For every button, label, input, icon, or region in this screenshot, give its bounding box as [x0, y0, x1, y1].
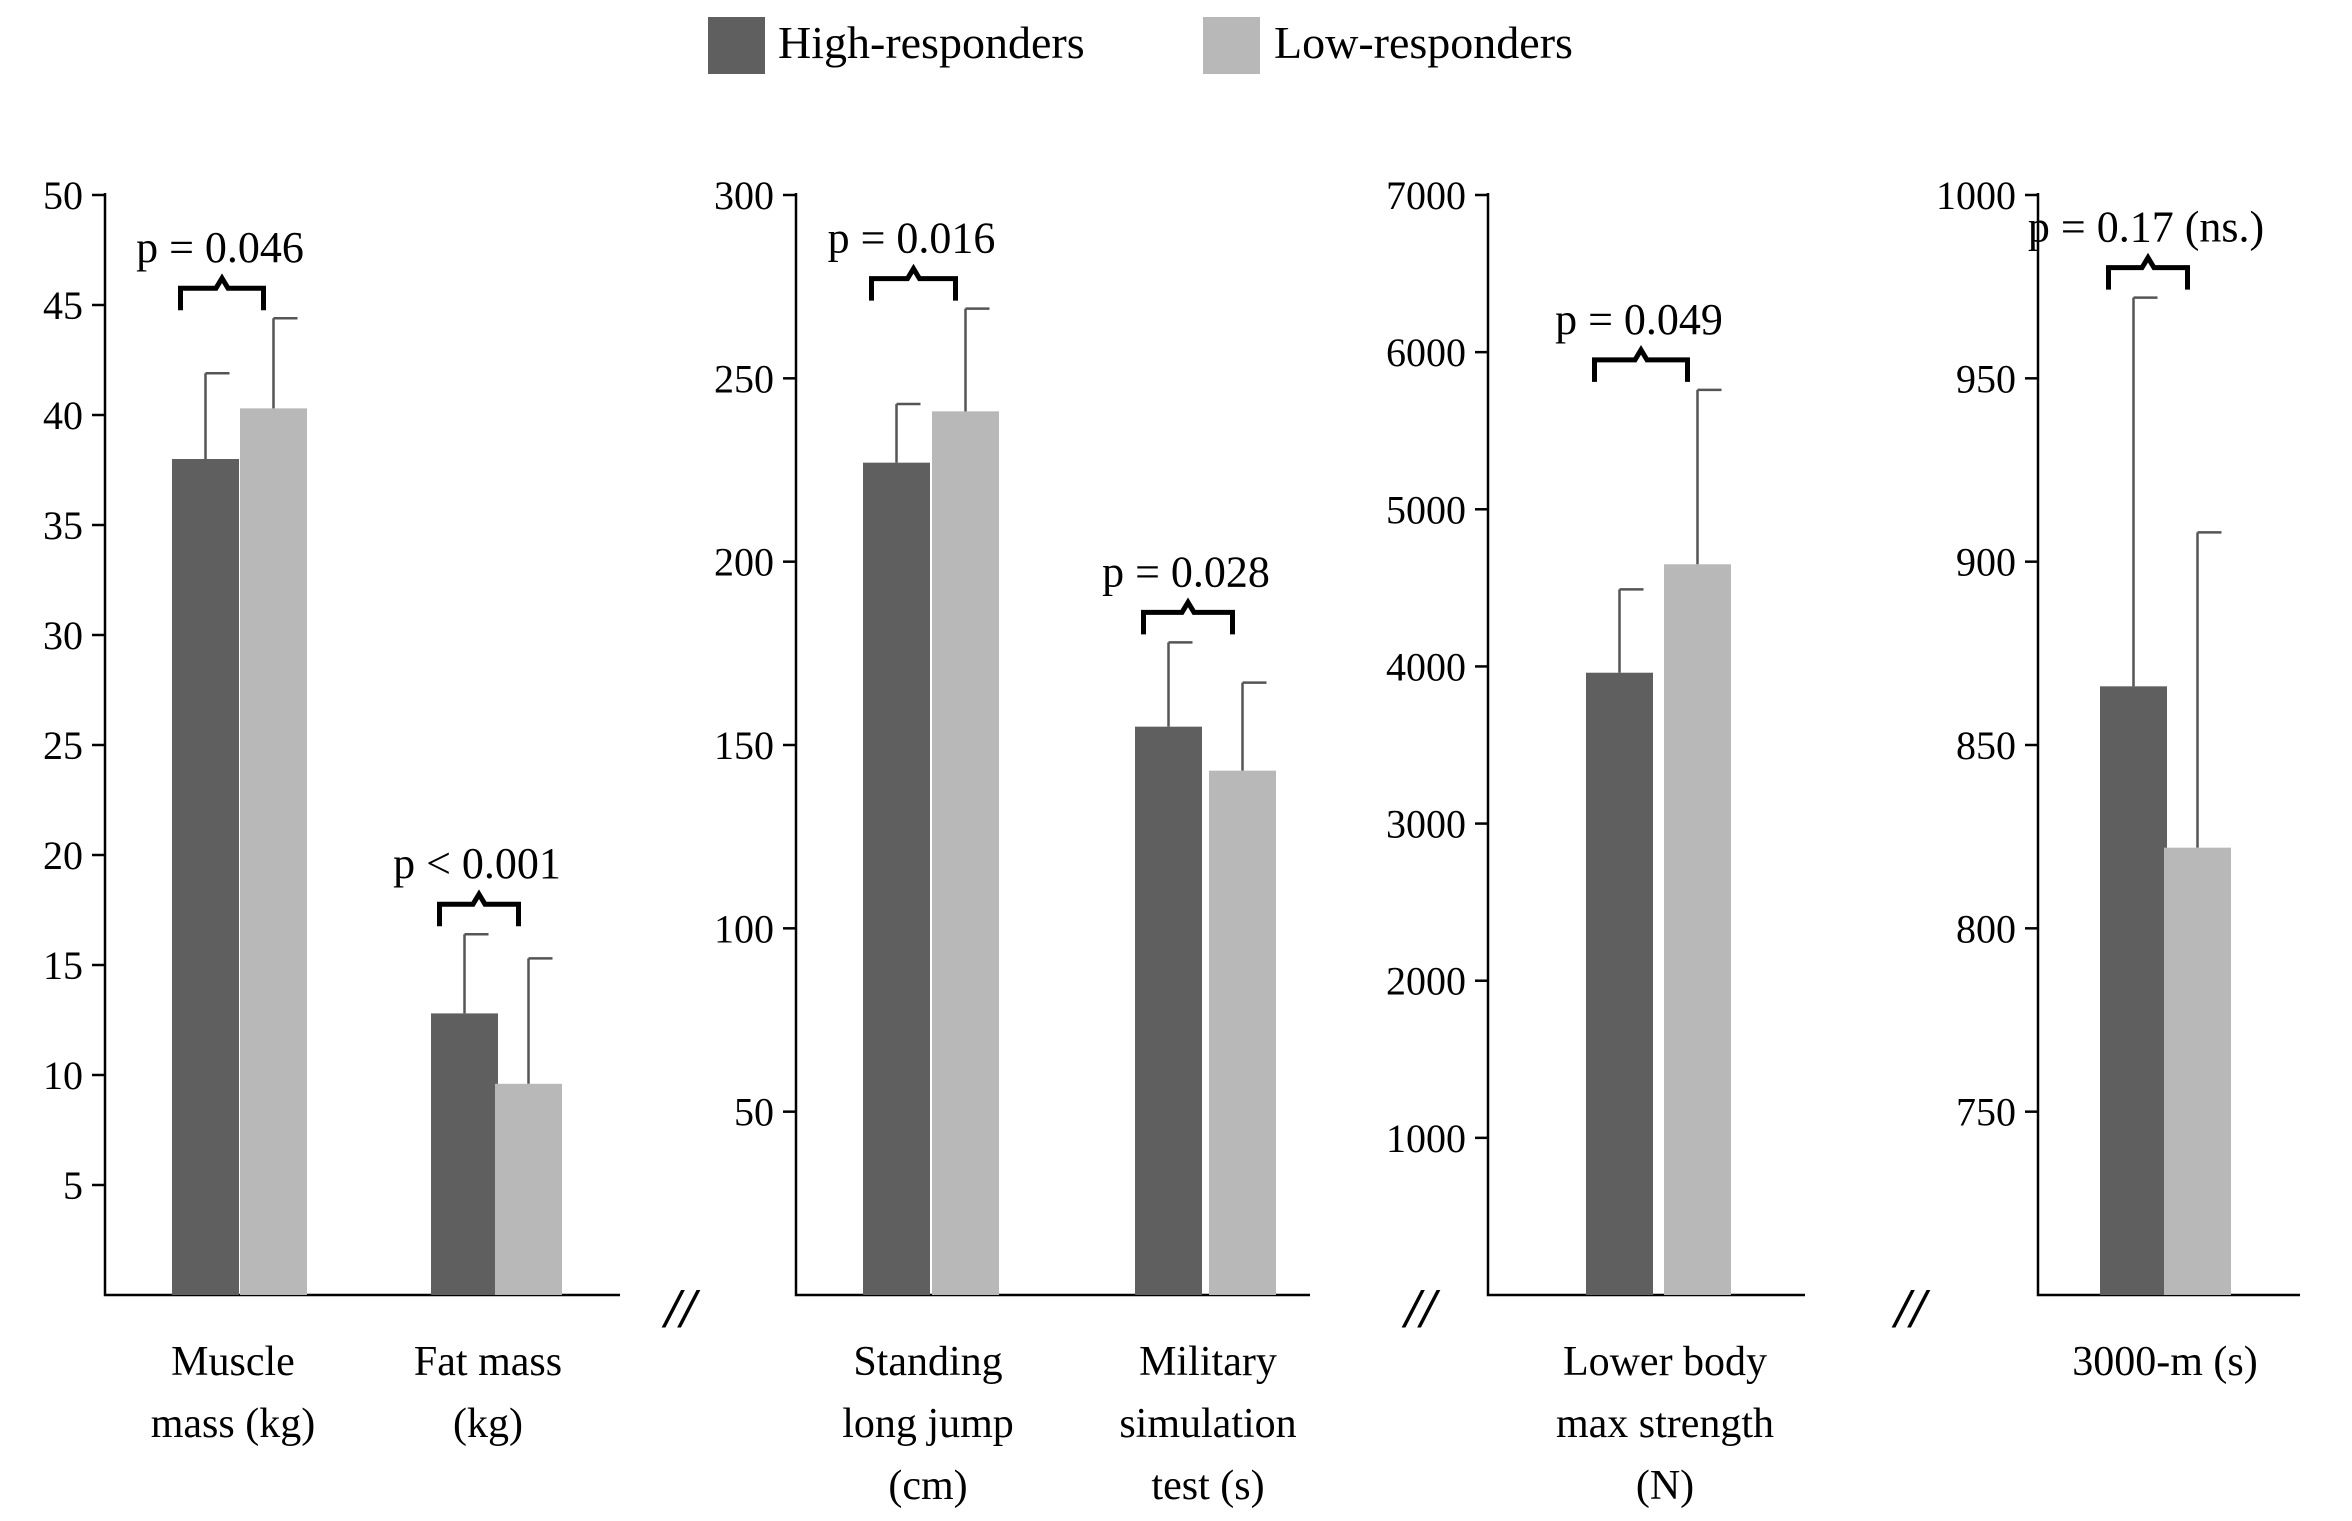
y-tick-label: 15: [43, 943, 83, 988]
y-tick-label: 20: [43, 833, 83, 878]
y-tick-label: 7000: [1386, 173, 1466, 218]
y-tick-label: 4000: [1386, 644, 1466, 689]
y-tick-label: 2000: [1386, 959, 1466, 1004]
p-value-label: p = 0.028: [1102, 547, 1270, 596]
significance-bracket: [2106, 252, 2190, 290]
y-tick-label: 35: [43, 503, 83, 548]
x-category-label-line: Fat mass: [414, 1339, 562, 1385]
bar-high-responders-muscle-mass-kg: [172, 459, 239, 1295]
y-tick-label: 45: [43, 283, 83, 328]
x-category-label-line: 3000-m (s): [2072, 1339, 2257, 1385]
y-tick-label: 800: [1956, 906, 2016, 951]
bar-low-responders-standing-long-jump-cm: [932, 411, 999, 1295]
p-value-label: p < 0.001: [393, 839, 561, 888]
significance-bracket: [437, 889, 521, 927]
legend-swatch-high-responders: [708, 17, 765, 74]
y-tick-label: 10: [43, 1053, 83, 1098]
x-category-label: Fat mass (kg): [414, 1339, 562, 1447]
x-category-label-line: Standing: [853, 1339, 1002, 1385]
y-tick-label: 750: [1956, 1090, 2016, 1135]
significance-bracket: [869, 263, 958, 301]
y-tick-label: 900: [1956, 540, 2016, 585]
x-category-label: Military simulation test (s): [1119, 1339, 1296, 1509]
y-tick-label: 250: [714, 356, 774, 401]
significance-bracket: [1141, 597, 1235, 635]
panel-body-composition: 5 10 15 20 25 30 35 40 45 50 p = 0.046 Muscle mass (…: [43, 173, 620, 1447]
bar-low-responders-3000-m-s: [2164, 847, 2231, 1295]
axis-breaks: // // //: [661, 1278, 1931, 1340]
y-tick-label: 50: [43, 173, 83, 218]
bar-low-responders-muscle-mass-kg: [240, 408, 307, 1295]
x-category-label: Lower body max strength (N): [1556, 1339, 1774, 1509]
y-tick-label: 1000: [1386, 1116, 1466, 1161]
y-tick-label: 150: [714, 723, 774, 768]
significance-bracket: [1592, 344, 1690, 382]
bar-high-responders-3000-m-s: [2100, 686, 2167, 1295]
panel-jump-and-military-test: 50 100 150 200 250 300 p = 0.016 Standing long j…: [714, 173, 1310, 1509]
p-value-label: p = 0.17 (ns.): [2028, 203, 2264, 252]
axis-break-marker: //: [661, 1278, 701, 1340]
y-tick-label: 850: [1956, 723, 2016, 768]
y-tick-label: 40: [43, 393, 83, 438]
x-category-label-line: mass (kg): [151, 1401, 315, 1447]
significance-bracket: [178, 273, 266, 311]
p-value-label: p = 0.049: [1555, 295, 1723, 344]
y-tick-label: 950: [1956, 356, 2016, 401]
x-category-label: Standing long jump (cm): [842, 1339, 1014, 1509]
bar-high-responders-fat-mass-kg: [431, 1013, 498, 1295]
x-category-label-line: simulation: [1119, 1401, 1296, 1447]
x-category-label-line: Lower body: [1563, 1339, 1767, 1385]
x-category-label-line: test (s): [1151, 1463, 1264, 1509]
x-category-label-line: long jump: [842, 1401, 1014, 1447]
y-tick-label: 3000: [1386, 802, 1466, 847]
x-category-label-line: (cm): [888, 1463, 967, 1509]
x-category-label-line: Muscle: [171, 1339, 295, 1385]
y-tick-label: 30: [43, 613, 83, 658]
axis-break-marker: //: [1401, 1278, 1441, 1340]
bar-high-responders-lower-body-max-strength-n: [1586, 672, 1653, 1295]
y-tick-label: 100: [714, 906, 774, 951]
bar-low-responders-fat-mass-kg: [495, 1083, 562, 1295]
y-tick-label: 5000: [1386, 487, 1466, 532]
y-tick-label: 1000: [1936, 173, 2016, 218]
legend-label-low-responders: Low-responders: [1274, 17, 1573, 68]
x-category-label-line: (N): [1636, 1463, 1694, 1509]
bar-high-responders-military-simulation-test-s: [1135, 726, 1202, 1295]
legend-swatch-low-responders: [1203, 17, 1260, 74]
panel-3000m-run: 750 800 850 900 950 1000 p = 0.17 (ns.) 3000-m …: [1936, 173, 2300, 1385]
bar-low-responders-military-simulation-test-s: [1209, 770, 1276, 1295]
p-value-label: p = 0.016: [828, 214, 996, 263]
x-category-label-line: max strength: [1556, 1401, 1774, 1447]
panel-lower-body-strength: 1000 2000 3000 4000 5000 6000 7000 p = 0.049 Low…: [1386, 173, 1805, 1509]
y-tick-label: 25: [43, 723, 83, 768]
y-tick-label: 200: [714, 540, 774, 585]
legend: High-responders Low-responders: [708, 17, 1573, 74]
x-category-label: Muscle mass (kg): [151, 1339, 315, 1447]
axis-break-marker: //: [1891, 1278, 1931, 1340]
y-tick-label: 300: [714, 173, 774, 218]
p-value-label: p = 0.046: [136, 223, 304, 272]
x-category-label-line: Military: [1139, 1339, 1277, 1385]
y-tick-label: 50: [734, 1090, 774, 1135]
legend-label-high-responders: High-responders: [778, 17, 1085, 68]
x-category-label: 3000-m (s): [2072, 1339, 2257, 1385]
x-category-label-line: (kg): [453, 1401, 523, 1447]
bar-low-responders-lower-body-max-strength-n: [1664, 564, 1731, 1295]
y-tick-label: 5: [63, 1163, 83, 1208]
y-tick-label: 6000: [1386, 330, 1466, 375]
bar-high-responders-standing-long-jump-cm: [863, 462, 930, 1296]
